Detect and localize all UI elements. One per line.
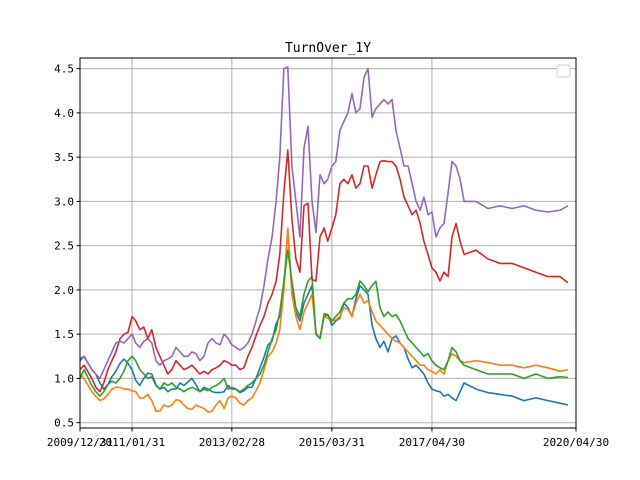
legend-box xyxy=(556,64,571,78)
y-tick-label: 2.5 xyxy=(54,240,74,253)
x-tick-label: 2020/04/30 xyxy=(543,436,609,449)
y-tick-label: 1.0 xyxy=(54,372,74,385)
x-tick-label: 2011/01/31 xyxy=(99,436,165,449)
y-tick-label: 3.0 xyxy=(54,195,74,208)
series-line-2 xyxy=(79,227,569,413)
y-tick-label: 4.5 xyxy=(54,63,74,76)
x-tick-label: 2017/04/30 xyxy=(399,436,465,449)
ticks: 0.51.01.52.02.53.03.54.04.52009/12/31201… xyxy=(47,63,609,449)
series-line-3 xyxy=(79,249,569,397)
plot-area-frame xyxy=(79,57,577,429)
series-line-4 xyxy=(79,149,569,393)
x-tick-label: 2013/02/28 xyxy=(199,436,265,449)
series-group xyxy=(79,66,569,413)
series-line-5 xyxy=(79,66,569,380)
x-tick-label: 2009/12/31 xyxy=(47,436,113,449)
y-tick-label: 1.5 xyxy=(54,328,74,341)
chart-title: TurnOver_1Y xyxy=(285,41,371,56)
y-tick-label: 4.0 xyxy=(54,107,74,120)
y-tick-label: 2.0 xyxy=(54,284,74,297)
y-tick-label: 0.5 xyxy=(54,417,74,430)
y-tick-label: 3.5 xyxy=(54,151,74,164)
x-tick-label: 2015/03/31 xyxy=(299,436,365,449)
